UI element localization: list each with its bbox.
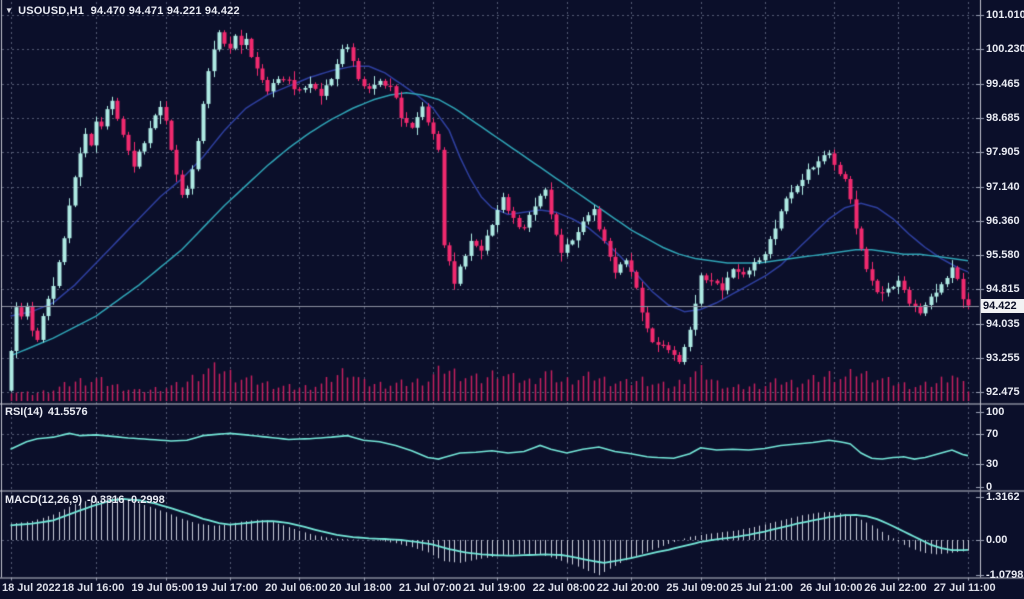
current-price-tag: 94.422 (981, 299, 1024, 314)
macd-indicator-label: MACD(12,26,9) -0.3316 -0.2998 (5, 494, 165, 506)
rsi-value: 41.5576 (47, 406, 88, 418)
macd-value: -0.3316 -0.2998 (87, 494, 165, 506)
symbol-header[interactable]: ▼ USOUSD,H1 94.470 94.471 94.221 94.422 (5, 5, 240, 17)
ohlc-values: 94.470 94.471 94.221 94.422 (90, 5, 240, 17)
chevron-down-icon[interactable]: ▼ (5, 6, 14, 15)
rsi-indicator-label: RSI(14) 41.5576 (5, 406, 88, 418)
symbol-label: USOUSD,H1 (18, 5, 85, 17)
macd-name: MACD(12,26,9) (5, 494, 83, 506)
rsi-name: RSI(14) (5, 406, 43, 418)
